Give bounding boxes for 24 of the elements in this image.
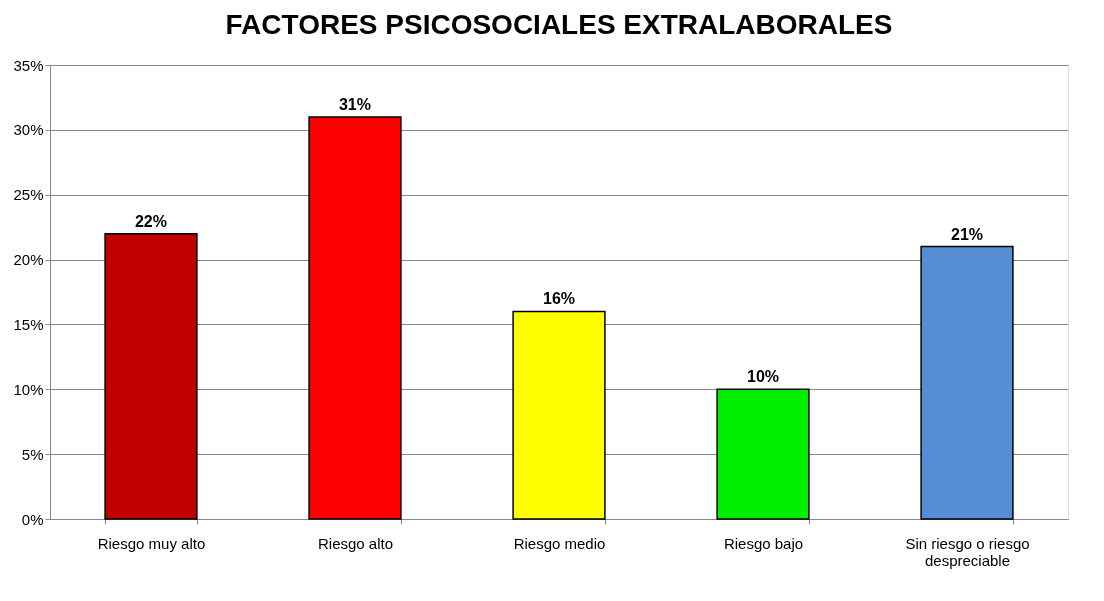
- y-tick-label: 0%: [21, 510, 44, 528]
- y-tick-label: 20%: [13, 251, 44, 269]
- data-label: 21%: [951, 225, 984, 243]
- x-tick-label: Riesgo bajo: [723, 534, 804, 552]
- data-label: 16%: [542, 290, 576, 308]
- x-tick-label: Riesgo alto: [317, 534, 394, 552]
- y-tick-label: 10%: [13, 380, 44, 398]
- y-tick-label: 30%: [13, 121, 44, 139]
- data-label: 22%: [134, 212, 167, 230]
- bar: [104, 232, 198, 520]
- x-tick-label: Riesgo medio: [513, 534, 606, 552]
- chart-title: FACTORES PSICOSOCIALES EXTRALABORALES: [225, 9, 893, 40]
- data-label: 31%: [338, 95, 372, 113]
- bar: [512, 310, 606, 520]
- bar: [308, 116, 402, 520]
- bar: [716, 388, 810, 520]
- data-label: 10%: [746, 368, 780, 386]
- y-tick-label: 35%: [13, 56, 44, 74]
- x-tick-label: Riesgo muy alto: [97, 534, 206, 552]
- y-tick-label: 25%: [13, 186, 44, 204]
- bar: [920, 245, 1014, 520]
- y-tick-label: 5%: [21, 445, 44, 463]
- x-tick-label: Sin riesgo o riesgo despreciable: [905, 534, 1030, 569]
- y-tick-label: 15%: [13, 315, 44, 333]
